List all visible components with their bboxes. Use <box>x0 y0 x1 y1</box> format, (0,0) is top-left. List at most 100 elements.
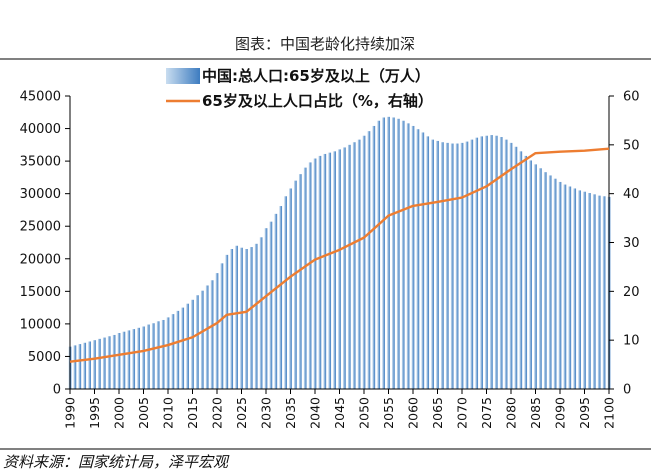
x-tick-label: 2080 <box>504 397 519 429</box>
legend-bar-swatch <box>166 68 200 84</box>
bar-2011 <box>171 314 175 389</box>
bar-2063 <box>426 136 430 389</box>
bar-2025 <box>240 247 243 389</box>
bar-1996 <box>98 338 101 389</box>
bar-2097 <box>592 194 596 389</box>
y-left-tick-label: 5000 <box>28 350 61 365</box>
y-right-tick-label: 10 <box>623 334 640 349</box>
bar-2075 <box>485 135 488 389</box>
bar-1993 <box>83 342 87 389</box>
x-tick-label: 2015 <box>185 397 200 429</box>
source-note: 资料来源：国家统计局，泽平宏观 <box>3 453 230 471</box>
x-tick-label: 2045 <box>332 397 347 429</box>
bar-2081 <box>514 146 518 389</box>
bar-2052 <box>372 125 376 389</box>
bar-2068 <box>450 143 454 389</box>
y-left-tick-label: 10000 <box>20 317 61 332</box>
x-tick-label: 2050 <box>357 397 372 429</box>
bar-2083 <box>524 155 528 389</box>
bar-2066 <box>441 142 444 389</box>
bar-2017 <box>200 290 204 389</box>
x-tick-label: 2065 <box>430 397 445 429</box>
y-left-tick-label: 30000 <box>20 187 61 202</box>
bar-1995 <box>93 340 96 389</box>
bar-2074 <box>480 136 483 389</box>
bar-2082 <box>519 151 523 389</box>
bar-2029 <box>259 237 263 389</box>
bar-2070 <box>460 142 464 389</box>
y-left-tick-label: 20000 <box>20 252 61 267</box>
bar-2002 <box>127 330 131 389</box>
bar-2032 <box>274 213 278 389</box>
bar-2038 <box>303 167 307 389</box>
bar-2062 <box>421 132 425 389</box>
bar-2027 <box>249 247 253 389</box>
bar-2078 <box>499 137 503 389</box>
y-right-tick-label: 20 <box>623 285 640 300</box>
bar-2036 <box>294 180 297 389</box>
bar-2049 <box>357 139 361 389</box>
bar-1998 <box>107 336 111 389</box>
y-right-tick-label: 0 <box>623 383 631 398</box>
x-tick-label: 2075 <box>479 397 494 429</box>
bar-1997 <box>102 337 106 389</box>
bar-2088 <box>548 175 552 389</box>
bar-2086 <box>539 168 542 389</box>
bar-2056 <box>392 117 395 390</box>
y-right-tick-label: 60 <box>623 90 640 105</box>
x-tick-label: 2030 <box>259 397 274 429</box>
bar-2072 <box>470 139 474 389</box>
bar-2009 <box>161 319 165 389</box>
x-tick-label: 2010 <box>161 397 176 429</box>
legend-line-label: 65岁及以上人口占比（%，右轴） <box>202 92 433 110</box>
bar-2065 <box>436 140 439 389</box>
bar-2077 <box>494 135 498 389</box>
bar-2057 <box>396 118 400 389</box>
y-left-tick-label: 15000 <box>20 285 61 300</box>
bar-2084 <box>529 160 532 389</box>
y-right-ticks: 0 10 20 30 40 50 60 <box>609 90 640 398</box>
bar-2090 <box>558 181 562 389</box>
bar-2073 <box>475 137 479 389</box>
bar-2035 <box>289 188 292 389</box>
x-ticks: 1990 1995 2000 2005 2010 2015 2020 2025 2030 2035… <box>63 389 617 429</box>
bar-2048 <box>352 142 356 389</box>
bar-2040 <box>313 158 317 389</box>
y-left-tick-label: 40000 <box>20 122 61 137</box>
bar-2061 <box>416 129 420 389</box>
bar-1999 <box>112 334 116 389</box>
x-tick-label: 2070 <box>455 397 470 429</box>
bar-2098 <box>597 195 601 389</box>
y-left-tick-label: 25000 <box>20 220 61 235</box>
bar-2001 <box>122 331 126 389</box>
x-tick-label: 2095 <box>577 397 592 429</box>
bar-2093 <box>573 188 577 389</box>
bar-2042 <box>323 153 327 389</box>
bar-2085 <box>534 164 537 389</box>
bar-1991 <box>73 345 77 389</box>
y-left-tick-label: 0 <box>53 383 61 398</box>
bar-2033 <box>279 206 283 389</box>
bar-2008 <box>156 321 160 389</box>
y-right-tick-label: 50 <box>623 138 640 153</box>
x-tick-label: 2055 <box>381 397 396 429</box>
bar-2058 <box>401 120 405 390</box>
bar-2031 <box>269 221 273 389</box>
x-tick-label: 1990 <box>63 397 78 429</box>
y-right-tick-label: 30 <box>623 236 640 251</box>
bar-2043 <box>328 152 332 389</box>
line-series <box>69 147 610 363</box>
bar-2096 <box>588 193 591 389</box>
bar-1994 <box>88 341 91 389</box>
bar-2016 <box>196 295 199 389</box>
bar-2021 <box>220 263 224 389</box>
bar-2018 <box>205 285 209 389</box>
x-tick-label: 2060 <box>406 397 421 429</box>
bar-2069 <box>455 143 459 389</box>
bar-2012 <box>176 310 180 389</box>
y-left-tick-label: 45000 <box>20 90 61 105</box>
bar-2071 <box>465 141 469 389</box>
bar-2010 <box>166 317 170 389</box>
bar-2020 <box>215 273 219 389</box>
x-tick-label: 2085 <box>528 397 543 429</box>
